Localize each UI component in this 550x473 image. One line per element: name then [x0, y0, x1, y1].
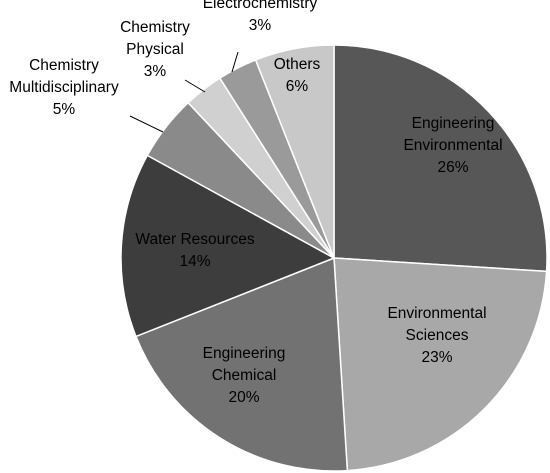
slice-labels: Engineering Environmental 26% Environmental…	[9, 0, 502, 406]
slice-label-others: Others 6%	[274, 56, 321, 95]
pie-slice-water-resources	[120, 154, 336, 338]
slice-value-label: 14%	[179, 253, 210, 270]
slice-value-label: 5%	[53, 101, 76, 118]
leader-lines	[129, 51, 239, 133]
slice-value-label: 26%	[437, 159, 468, 176]
leader-line-chemistry-physical	[184, 79, 206, 93]
pie-slice-environmental-sciences	[333, 257, 548, 472]
pie-slice-others	[254, 44, 335, 259]
leader-line-chemistry-multidisciplinary	[129, 115, 164, 133]
slice-name-label: Environmental	[387, 305, 486, 322]
slice-label-electrochemistry: Electrochemistry 3%	[203, 0, 318, 34]
slice-label-engineering-chemical: Engineering Chemical 20%	[203, 345, 286, 406]
slice-label-chemistry-multidisciplinary: Chemistry Multidisciplinary 5%	[9, 57, 119, 118]
slice-name-label: Chemistry	[29, 57, 99, 74]
slice-name-label: Environmental	[403, 137, 502, 154]
slice-name-label: Multidisciplinary	[9, 79, 119, 96]
slice-label-water-resources: Water Resources 14%	[135, 231, 254, 270]
slice-name-label: Others	[274, 56, 321, 73]
slice-value-label: 20%	[228, 389, 259, 406]
slice-name-label: Electrochemistry	[203, 0, 318, 12]
slice-name-label: Chemistry	[120, 19, 190, 36]
pie-slice-engineering-chemical	[134, 256, 349, 472]
slice-value-label: 23%	[421, 349, 452, 366]
slice-value-label: 3%	[249, 17, 272, 34]
slice-name-label: Engineering	[412, 115, 495, 132]
leader-line-electrochemistry	[231, 51, 239, 73]
slice-name-label: Chemical	[212, 367, 277, 384]
slice-label-chemistry-physical: Chemistry Physical 3%	[120, 19, 190, 80]
slice-value-label: 6%	[286, 78, 309, 95]
slice-name-label: Water Resources	[135, 231, 254, 248]
slice-value-label: 3%	[144, 63, 167, 80]
pie-slice-engineering-environmental	[333, 44, 548, 273]
slice-name-label: Physical	[126, 41, 184, 58]
slice-label-environmental-sciences: Environmental Sciences 23%	[387, 305, 486, 366]
pie-slices	[120, 44, 548, 472]
slice-name-label: Engineering	[203, 345, 286, 362]
slice-label-engineering-environmental: Engineering Environmental 26%	[403, 115, 502, 176]
slice-name-label: Sciences	[406, 327, 469, 344]
